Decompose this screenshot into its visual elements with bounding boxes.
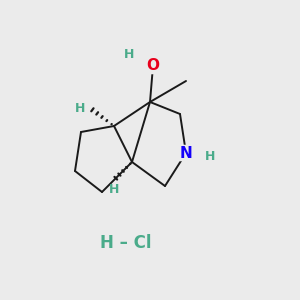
Text: N: N — [180, 146, 192, 160]
Text: H: H — [75, 101, 86, 115]
Text: H: H — [205, 149, 215, 163]
Text: H: H — [124, 47, 134, 61]
Text: H – Cl: H – Cl — [100, 234, 152, 252]
Text: O: O — [146, 58, 160, 74]
Text: H: H — [109, 183, 119, 196]
